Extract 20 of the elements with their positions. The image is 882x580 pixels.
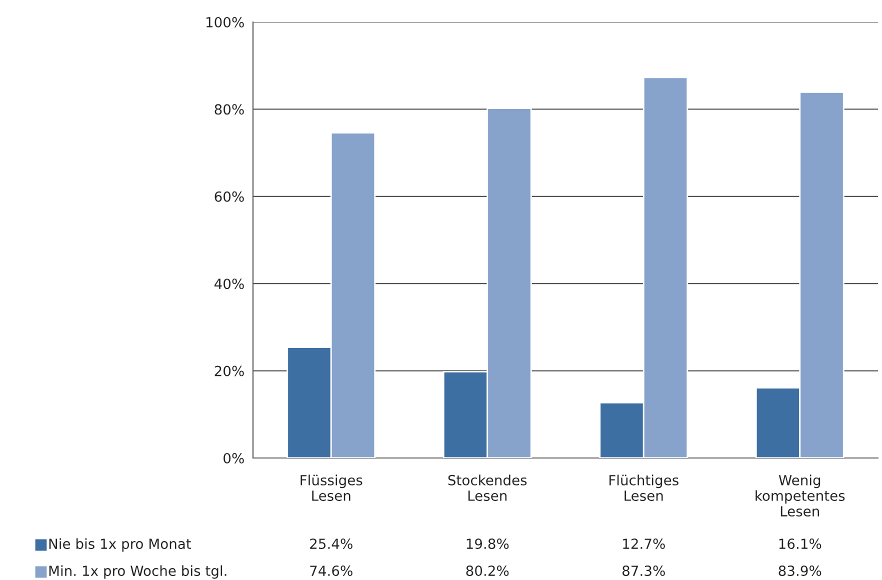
y-tick-label: 0% (224, 452, 244, 464)
x-tick-label: Flüchtiges Lesen (609, 474, 678, 501)
y-tick-label: 60% (214, 191, 244, 202)
data-label: 19.8% (466, 538, 509, 550)
data-label: 87.3% (622, 566, 665, 576)
y-tick-label: 40% (214, 278, 244, 290)
y-tick-label: 20% (214, 366, 244, 376)
data-label: 16.1% (779, 538, 822, 550)
legend-label: Min. 1x pro Woche bis tgl. (49, 565, 226, 579)
data-label: 74.6% (310, 566, 352, 576)
data-label: 25.4% (310, 538, 352, 550)
data-label: 80.2% (466, 566, 509, 576)
x-tick-label: Wenig kompetentes Lesen (756, 474, 845, 517)
data-label: 12.7% (623, 538, 665, 550)
x-tick-label: Stockendes Lesen (448, 474, 527, 501)
x-tick-label: Flüssiges Lesen (300, 474, 362, 501)
legend-label: Nie bis 1x pro Monat (49, 538, 192, 552)
y-tick-label: 80% (214, 104, 244, 115)
y-tick-label: 100% (206, 16, 244, 28)
data-label: 83.9% (778, 566, 822, 576)
